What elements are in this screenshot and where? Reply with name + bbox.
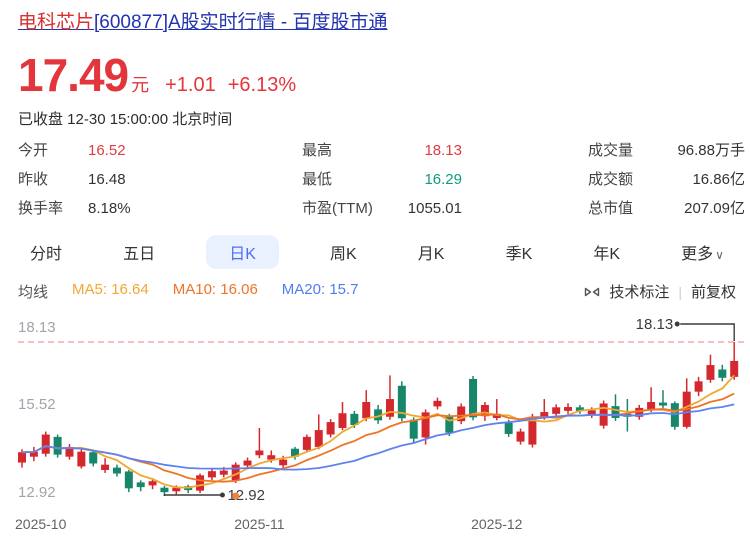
quote-block: 17.49 元 +1.01 +6.13%	[18, 50, 296, 100]
stat-value: 96.88万手	[677, 142, 745, 159]
price-change-percent: +6.13%	[227, 74, 297, 96]
svg-text:15.52: 15.52	[18, 396, 56, 413]
stat-value: 16.52	[88, 142, 126, 159]
svg-text:18.13: 18.13	[18, 319, 56, 336]
tab-monthly-k[interactable]: 月K	[417, 246, 445, 263]
tab-quarterly-k[interactable]: 季K	[505, 246, 533, 263]
annotation-flag-icon	[584, 286, 600, 298]
svg-text:12.92: 12.92	[227, 487, 265, 504]
tab-minute[interactable]: 分时	[30, 246, 63, 263]
title-rest: [600877]A股实时行情 - 百度股市通	[94, 12, 388, 33]
ma-legend-title: 均线	[18, 284, 49, 301]
stock-name: 电科芯片	[18, 12, 95, 33]
stat-label: 今开	[18, 142, 49, 159]
period-tabs: 分时 五日 日K 周K 月K 季K 年K 更多 ∨	[20, 235, 734, 269]
stat-value: 16.86亿	[692, 171, 745, 188]
svg-text:2025-10: 2025-10	[15, 516, 67, 532]
stat-value: 8.18%	[88, 200, 131, 217]
tab-yearly-k[interactable]: 年K	[593, 246, 621, 263]
stats-column-3: 成交量 96.88万手 成交额 16.86亿 总市值 207.09亿	[588, 141, 745, 228]
tab-more[interactable]: 更多 ∨	[681, 246, 724, 263]
ma10-value: MA10: 16.06	[172, 281, 258, 298]
tab-weekly-k[interactable]: 周K	[330, 246, 357, 263]
svg-text:12.92: 12.92	[18, 484, 56, 501]
stat-label: 市盈(TTM)	[302, 200, 373, 217]
stat-label: 成交量	[588, 142, 634, 159]
stat-label: 最低	[302, 171, 333, 188]
market-status: 已收盘 12-30 15:00:00 北京时间	[18, 111, 233, 128]
stat-row: 换手率 8.18%	[18, 199, 228, 219]
stat-value: 207.09亿	[684, 200, 745, 217]
stat-row: 总市值 207.09亿	[588, 199, 745, 219]
price-unit: 元	[131, 75, 150, 95]
chevron-down-icon: ∨	[715, 248, 724, 262]
svg-text:18.13: 18.13	[636, 316, 674, 333]
stat-row: 成交额 16.86亿	[588, 170, 745, 190]
svg-text:2025-11: 2025-11	[234, 516, 285, 532]
ma20-value: MA20: 15.7	[281, 281, 359, 298]
forward-adjusted-button[interactable]: 前复权	[690, 284, 736, 301]
page-title-link[interactable]: 电科芯片[600877]A股实时行情 - 百度股市通	[18, 10, 388, 36]
tab-daily-k[interactable]: 日K	[206, 235, 279, 269]
price-change: +1.01	[165, 74, 216, 96]
stat-label: 昨收	[18, 171, 49, 188]
stat-row: 昨收 16.48	[18, 170, 228, 190]
kline-chart[interactable]: 18.13 15.52 12.92 2025-10 2025-11 2025-12 12.9…	[0, 308, 750, 543]
stat-value: 16.48	[88, 171, 126, 188]
current-price: 17.49	[18, 49, 129, 101]
svg-text:2025-12: 2025-12	[471, 516, 523, 532]
tools-divider: |	[678, 283, 682, 300]
stat-row: 最高 18.13	[302, 141, 462, 161]
ma5-value: MA5: 16.64	[72, 281, 149, 298]
stat-row: 市盈(TTM) 1055.01	[302, 199, 462, 219]
stat-value: 18.13	[424, 142, 462, 159]
stat-value: 1055.01	[407, 200, 462, 217]
technical-annotation-button[interactable]: 技术标注	[609, 284, 670, 301]
ma-legend: 均线 MA5: 16.64 MA10: 16.06 MA20: 15.7	[18, 281, 359, 302]
stat-row: 今开 16.52	[18, 141, 228, 161]
stat-row: 最低 16.29	[302, 170, 462, 190]
stat-label: 成交额	[588, 171, 634, 188]
stat-value: 16.29	[424, 171, 462, 188]
stat-label: 总市值	[588, 200, 634, 217]
stat-label: 最高	[302, 142, 333, 159]
stat-label: 换手率	[18, 200, 64, 217]
stats-column-2: 最高 18.13 最低 16.29 市盈(TTM) 1055.01	[302, 141, 462, 228]
stat-row: 成交量 96.88万手	[588, 141, 745, 161]
chart-tools: 技术标注 | 前复权	[584, 281, 736, 302]
stats-column-1: 今开 16.52 昨收 16.48 换手率 8.18%	[18, 141, 228, 228]
tab-five-day[interactable]: 五日	[123, 246, 156, 263]
